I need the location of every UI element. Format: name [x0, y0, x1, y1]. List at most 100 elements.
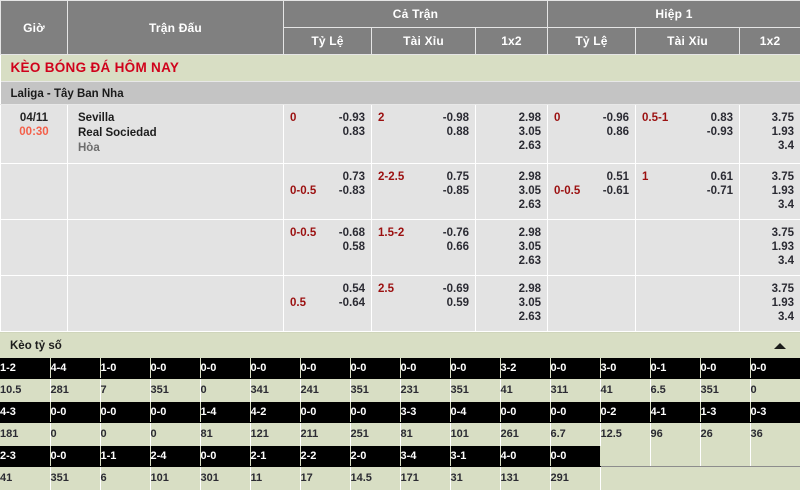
score-odds-value[interactable]: 6.5: [650, 378, 701, 402]
match-teams-cell[interactable]: [67, 219, 284, 276]
score-label[interactable]: 0-0: [100, 402, 151, 423]
score-label[interactable]: 3-1: [450, 446, 501, 467]
score-label[interactable]: 1-0: [100, 358, 151, 379]
score-odds-value[interactable]: 81: [400, 422, 451, 446]
score-label[interactable]: 0-0: [550, 358, 601, 379]
h1-over-under-cell[interactable]: 0.5-1 0.83 -0.93: [635, 104, 741, 164]
score-label[interactable]: 1-1: [100, 446, 151, 467]
h1-over-under-cell[interactable]: 1 0.61 -0.71: [635, 163, 741, 220]
score-label[interactable]: 0-0: [400, 358, 451, 379]
score-odds-value[interactable]: 41: [600, 378, 651, 402]
ft-1x2-cell[interactable]: 2.98 3.05 2.63: [474, 104, 549, 164]
h1-1x2-cell[interactable]: 3.75 1.93 3.4: [739, 163, 800, 220]
score-section-header[interactable]: Kèo tỷ số: [0, 332, 800, 358]
score-odds-value[interactable]: 6.7: [550, 422, 601, 446]
score-label[interactable]: 1-2: [0, 358, 51, 379]
score-odds-value[interactable]: 351: [50, 466, 101, 490]
score-odds-value[interactable]: 12.5: [600, 422, 651, 446]
score-label[interactable]: 0-1: [650, 358, 701, 379]
score-odds-value[interactable]: 10.5: [0, 378, 51, 402]
caret-up-icon[interactable]: [774, 342, 786, 349]
score-label[interactable]: 0-0: [750, 358, 800, 379]
score-label[interactable]: 3-4: [400, 446, 451, 467]
score-label[interactable]: 2-4: [150, 446, 201, 467]
h1-over-under-cell[interactable]: [635, 219, 741, 276]
h1-1x2-cell[interactable]: 3.75 1.93 3.4: [739, 104, 800, 164]
score-odds-value[interactable]: 17: [300, 466, 351, 490]
score-odds-value[interactable]: 14.5: [350, 466, 401, 490]
score-odds-value[interactable]: 231: [400, 378, 451, 402]
score-odds-value[interactable]: 251: [350, 422, 401, 446]
score-odds-value[interactable]: 101: [150, 466, 201, 490]
score-odds-value[interactable]: 36: [750, 422, 800, 446]
score-label[interactable]: 0-0: [50, 402, 101, 423]
score-odds-value[interactable]: 0: [200, 378, 251, 402]
score-odds-value[interactable]: 31: [450, 466, 501, 490]
league-row[interactable]: Laliga - Tây Ban Nha: [0, 81, 800, 105]
score-odds-value[interactable]: 0: [750, 378, 800, 402]
ft-handicap-cell[interactable]: 0.73 0-0.5 -0.83: [283, 163, 372, 220]
score-odds-value[interactable]: 6: [100, 466, 151, 490]
score-label[interactable]: 0-0: [50, 446, 101, 467]
score-label[interactable]: 0-4: [450, 402, 501, 423]
score-label[interactable]: 0-0: [350, 402, 401, 423]
score-odds-value[interactable]: 311: [550, 378, 601, 402]
match-teams-cell[interactable]: Sevilla Real Sociedad Hòa: [67, 104, 284, 164]
score-label[interactable]: 1-4: [200, 402, 251, 423]
score-odds-value[interactable]: 7: [100, 378, 151, 402]
score-label[interactable]: 0-0: [350, 358, 401, 379]
score-odds-value[interactable]: 241: [300, 378, 351, 402]
h1-1x2-cell[interactable]: 3.75 1.93 3.4: [739, 275, 800, 332]
h1-handicap-cell[interactable]: 0.51 0-0.5 -0.61: [547, 163, 637, 220]
score-odds-value[interactable]: 351: [700, 378, 751, 402]
score-odds-value[interactable]: 26: [700, 422, 751, 446]
ft-handicap-cell[interactable]: 0 -0.93 0.83: [283, 104, 372, 164]
score-label[interactable]: 3-3: [400, 402, 451, 423]
score-label[interactable]: 4-2: [250, 402, 301, 423]
score-label[interactable]: 2-3: [0, 446, 51, 467]
ft-handicap-cell[interactable]: 0.54 0.5 -0.64: [283, 275, 372, 332]
ft-1x2-cell[interactable]: 2.98 3.05 2.63: [474, 275, 549, 332]
score-odds-value[interactable]: 41: [0, 466, 51, 490]
score-odds-value[interactable]: 351: [450, 378, 501, 402]
score-label[interactable]: 0-0: [450, 358, 501, 379]
score-odds-value[interactable]: 181: [0, 422, 51, 446]
score-label[interactable]: 0-0: [700, 358, 751, 379]
score-label[interactable]: 0-0: [200, 446, 251, 467]
score-odds-value[interactable]: 341: [250, 378, 301, 402]
score-label[interactable]: 0-0: [150, 402, 201, 423]
score-odds-value[interactable]: 261: [500, 422, 551, 446]
score-odds-value[interactable]: 101: [450, 422, 501, 446]
ft-over-under-cell[interactable]: 2-2.5 0.75 -0.85: [371, 163, 476, 220]
score-label[interactable]: 0-0: [300, 402, 351, 423]
score-odds-value[interactable]: 11: [250, 466, 301, 490]
ft-over-under-cell[interactable]: 1.5-2 -0.76 0.66: [371, 219, 476, 276]
score-label[interactable]: 2-0: [350, 446, 401, 467]
score-label[interactable]: 0-0: [250, 358, 301, 379]
score-label[interactable]: 4-4: [50, 358, 101, 379]
score-odds-value[interactable]: 351: [150, 378, 201, 402]
score-label[interactable]: 0-3: [750, 402, 800, 423]
score-odds-value[interactable]: 81: [200, 422, 251, 446]
score-odds-value[interactable]: 351: [350, 378, 401, 402]
h1-handicap-cell[interactable]: [547, 219, 637, 276]
score-odds-value[interactable]: 0: [50, 422, 101, 446]
score-label[interactable]: 0-2: [600, 402, 651, 423]
score-label[interactable]: 1-3: [700, 402, 751, 423]
score-odds-value[interactable]: 0: [100, 422, 151, 446]
ft-over-under-cell[interactable]: 2 -0.98 0.88: [371, 104, 476, 164]
score-label[interactable]: 2-2: [300, 446, 351, 467]
score-odds-value[interactable]: 121: [250, 422, 301, 446]
score-label[interactable]: 4-3: [0, 402, 51, 423]
score-odds-value[interactable]: 301: [200, 466, 251, 490]
h1-over-under-cell[interactable]: [635, 275, 741, 332]
score-odds-value[interactable]: 0: [150, 422, 201, 446]
score-label[interactable]: 4-1: [650, 402, 701, 423]
h1-1x2-cell[interactable]: 3.75 1.93 3.4: [739, 219, 800, 276]
score-label[interactable]: 0-0: [500, 402, 551, 423]
score-label[interactable]: 0-0: [300, 358, 351, 379]
score-odds-value[interactable]: 96: [650, 422, 701, 446]
league-cell[interactable]: Laliga - Tây Ban Nha: [0, 81, 800, 105]
score-label[interactable]: 0-0: [550, 446, 601, 467]
ft-over-under-cell[interactable]: 2.5 -0.69 0.59: [371, 275, 476, 332]
